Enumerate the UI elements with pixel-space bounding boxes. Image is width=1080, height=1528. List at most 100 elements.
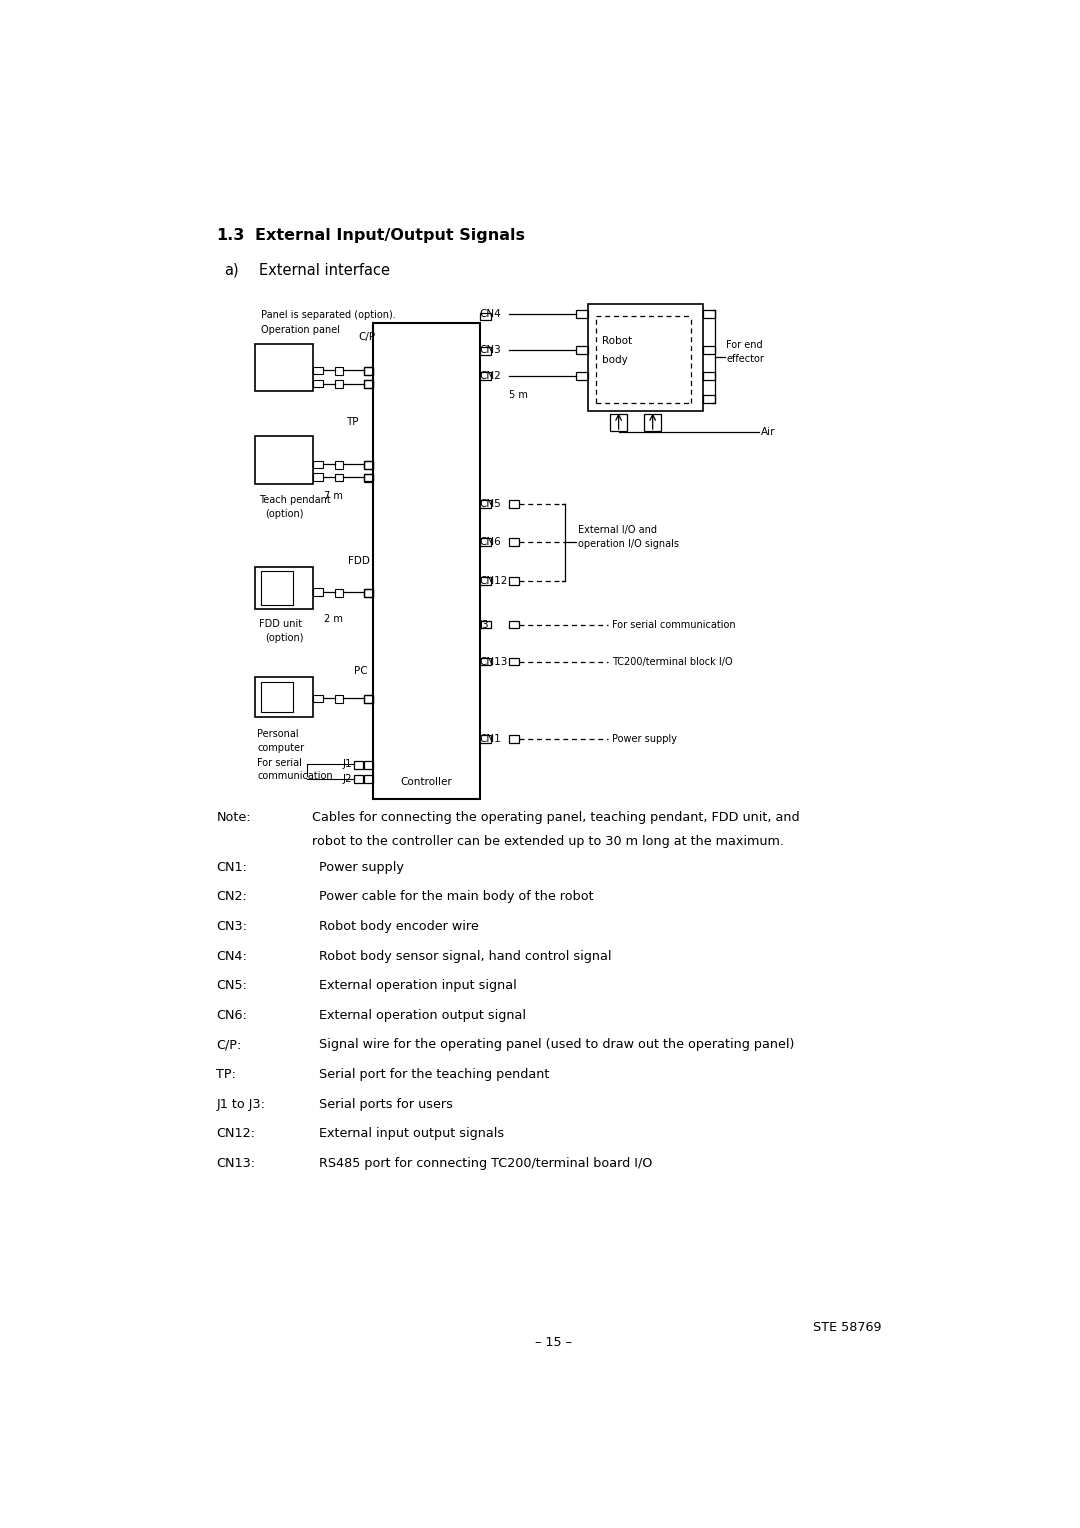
Bar: [509, 500, 519, 507]
Text: External operation output signal: External operation output signal: [320, 1008, 526, 1022]
Bar: [313, 380, 323, 388]
Bar: [373, 324, 480, 799]
Text: J1 to J3:: J1 to J3:: [216, 1097, 266, 1111]
Text: CN4: CN4: [480, 309, 501, 319]
Text: TC200/terminal block I/O: TC200/terminal block I/O: [611, 657, 732, 666]
Bar: [335, 380, 342, 388]
Text: For end: For end: [727, 341, 762, 350]
Bar: [364, 461, 373, 469]
Text: RS485 port for connecting TC200/terminal board I/O: RS485 port for connecting TC200/terminal…: [320, 1157, 652, 1170]
Text: FDD: FDD: [348, 556, 370, 565]
Bar: [480, 657, 490, 665]
Text: Power supply: Power supply: [320, 860, 404, 874]
Bar: [644, 414, 661, 431]
Text: 7 m: 7 m: [324, 490, 343, 501]
Text: CN2:: CN2:: [216, 891, 247, 903]
Text: CN1: CN1: [480, 735, 501, 744]
Text: computer: computer: [257, 743, 305, 753]
Text: 2 m: 2 m: [324, 614, 343, 623]
Text: Robot: Robot: [603, 336, 633, 347]
Bar: [703, 371, 715, 380]
Bar: [313, 695, 323, 703]
Text: PC: PC: [353, 666, 367, 675]
Bar: [364, 380, 373, 388]
Bar: [255, 435, 313, 484]
Text: (option): (option): [266, 633, 303, 643]
Text: For serial communication: For serial communication: [611, 619, 735, 630]
Bar: [364, 761, 373, 769]
Text: External interface: External interface: [259, 263, 390, 278]
Bar: [509, 735, 519, 743]
Bar: [364, 367, 373, 374]
Text: External Input/Output Signals: External Input/Output Signals: [255, 228, 525, 243]
Text: CN6: CN6: [480, 538, 501, 547]
Bar: [509, 538, 519, 545]
Text: Serial port for the teaching pendant: Serial port for the teaching pendant: [320, 1068, 550, 1082]
Bar: [364, 461, 373, 469]
Text: CN5: CN5: [480, 498, 501, 509]
Text: robot to the controller can be extended up to 30 m long at the maximum.: robot to the controller can be extended …: [312, 836, 784, 848]
Text: effector: effector: [727, 354, 765, 364]
Bar: [364, 695, 373, 703]
Text: Operation panel: Operation panel: [260, 324, 339, 335]
Text: Power cable for the main body of the robot: Power cable for the main body of the rob…: [320, 891, 594, 903]
Bar: [313, 460, 323, 468]
Text: Robot body encoder wire: Robot body encoder wire: [320, 920, 480, 934]
Text: CN6:: CN6:: [216, 1008, 247, 1022]
Text: CN3:: CN3:: [216, 920, 247, 934]
Text: CN13:: CN13:: [216, 1157, 256, 1170]
Text: Signal wire for the operating panel (used to draw out the operating panel): Signal wire for the operating panel (use…: [320, 1039, 795, 1051]
Bar: [335, 590, 342, 597]
Text: C/P: C/P: [359, 333, 376, 342]
Bar: [364, 367, 373, 374]
Text: communication: communication: [257, 772, 333, 781]
Bar: [260, 571, 293, 605]
Text: CN5:: CN5:: [216, 979, 247, 992]
Text: STE 58769: STE 58769: [813, 1322, 881, 1334]
Bar: [589, 304, 703, 411]
Bar: [480, 578, 490, 585]
Text: CN12:: CN12:: [216, 1128, 255, 1140]
Text: External operation input signal: External operation input signal: [320, 979, 517, 992]
Text: – 15 –: – 15 –: [535, 1337, 572, 1349]
Text: Power supply: Power supply: [611, 735, 677, 744]
Text: (option): (option): [266, 509, 303, 518]
Text: CN4:: CN4:: [216, 949, 247, 963]
Text: TP: TP: [346, 417, 359, 426]
Text: CN12: CN12: [480, 576, 509, 585]
Bar: [364, 380, 373, 388]
Text: a): a): [225, 263, 239, 278]
Bar: [480, 735, 490, 743]
Bar: [364, 590, 373, 597]
Bar: [313, 367, 323, 374]
Bar: [610, 414, 627, 431]
Bar: [703, 345, 715, 353]
Text: Air: Air: [761, 426, 775, 437]
Bar: [255, 567, 313, 610]
Text: For serial: For serial: [257, 758, 302, 769]
Bar: [364, 474, 373, 481]
Text: CN1:: CN1:: [216, 860, 247, 874]
Bar: [364, 590, 373, 597]
Bar: [576, 345, 589, 353]
Bar: [703, 396, 715, 403]
Text: Personal: Personal: [257, 729, 299, 740]
Bar: [353, 776, 363, 784]
Text: C/P:: C/P:: [216, 1039, 242, 1051]
Bar: [353, 761, 363, 769]
Bar: [335, 367, 342, 374]
Text: External I/O and: External I/O and: [578, 524, 658, 535]
Text: Controller: Controller: [401, 778, 453, 787]
Bar: [480, 371, 490, 380]
Bar: [480, 313, 490, 321]
Text: Panel is separated (option).: Panel is separated (option).: [260, 310, 395, 319]
Bar: [480, 500, 490, 507]
Text: 5 m: 5 m: [509, 390, 527, 400]
Text: Robot body sensor signal, hand control signal: Robot body sensor signal, hand control s…: [320, 949, 612, 963]
Bar: [480, 538, 490, 545]
Bar: [335, 695, 342, 703]
Text: FDD unit: FDD unit: [259, 619, 302, 630]
Text: J1: J1: [342, 759, 352, 769]
Text: TP:: TP:: [216, 1068, 237, 1082]
Bar: [509, 620, 519, 628]
